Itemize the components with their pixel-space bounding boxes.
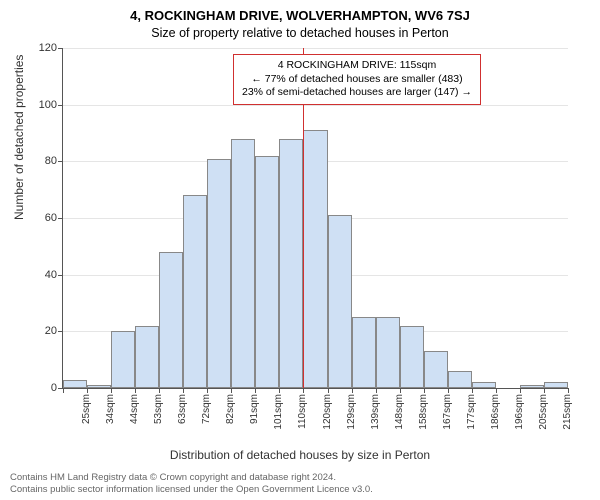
xtick-mark: [544, 388, 545, 393]
xtick-label: 158sqm: [416, 388, 429, 430]
histogram-chart: 02040608010012025sqm34sqm44sqm53sqm63sqm…: [62, 48, 568, 389]
ytick-label: 100: [27, 99, 63, 111]
xtick-label: 44sqm: [127, 388, 140, 424]
xtick-mark: [207, 388, 208, 393]
histogram-bar: [400, 326, 424, 388]
histogram-bar: [255, 156, 279, 388]
annot-line: ← 77% of detached houses are smaller (48…: [242, 73, 472, 87]
histogram-bar: [135, 326, 159, 388]
annot-line: 23% of semi-detached houses are larger (…: [242, 86, 472, 100]
xtick-label: 91sqm: [247, 388, 260, 424]
histogram-bar: [328, 215, 352, 388]
histogram-bar: [183, 195, 207, 388]
xtick-mark: [231, 388, 232, 393]
xtick-mark: [159, 388, 160, 393]
histogram-bar: [424, 351, 448, 388]
xtick-mark: [63, 388, 64, 393]
xtick-label: 196sqm: [512, 388, 525, 430]
xtick-mark: [568, 388, 569, 393]
ytick-label: 20: [27, 325, 63, 337]
xtick-label: 53sqm: [151, 388, 164, 424]
xtick-label: 148sqm: [392, 388, 405, 430]
xtick-label: 129sqm: [344, 388, 357, 430]
ytick-label: 60: [27, 212, 63, 224]
histogram-bar: [159, 252, 183, 388]
xtick-label: 101sqm: [271, 388, 284, 430]
x-axis-label: Distribution of detached houses by size …: [0, 448, 600, 462]
xtick-mark: [472, 388, 473, 393]
histogram-bar: [279, 139, 303, 388]
annotation-box: 4 ROCKINGHAM DRIVE: 115sqm ← 77% of deta…: [233, 54, 481, 105]
xtick-label: 177sqm: [464, 388, 477, 430]
xtick-label: 167sqm: [440, 388, 453, 430]
xtick-mark: [279, 388, 280, 393]
annot-line: 4 ROCKINGHAM DRIVE: 115sqm: [242, 59, 472, 73]
histogram-bar: [376, 317, 400, 388]
ytick-label: 120: [27, 42, 63, 54]
xtick-mark: [255, 388, 256, 393]
xtick-label: 82sqm: [223, 388, 236, 424]
xtick-label: 120sqm: [320, 388, 333, 430]
chart-title: 4, ROCKINGHAM DRIVE, WOLVERHAMPTON, WV6 …: [0, 0, 600, 23]
y-axis-label: Number of detached properties: [12, 55, 26, 220]
xtick-label: 63sqm: [175, 388, 188, 424]
xtick-mark: [87, 388, 88, 393]
xtick-label: 205sqm: [536, 388, 549, 430]
footer-attribution: Contains HM Land Registry data © Crown c…: [10, 472, 590, 496]
ytick-label: 0: [27, 382, 63, 394]
xtick-label: 25sqm: [79, 388, 92, 424]
histogram-bar: [111, 331, 135, 388]
xtick-mark: [328, 388, 329, 393]
histogram-bar: [352, 317, 376, 388]
xtick-mark: [400, 388, 401, 393]
chart-subtitle: Size of property relative to detached ho…: [0, 23, 600, 40]
xtick-label: 34sqm: [103, 388, 116, 424]
histogram-bar: [63, 380, 87, 389]
histogram-bar: [303, 130, 327, 388]
xtick-mark: [448, 388, 449, 393]
ytick-label: 40: [27, 269, 63, 281]
gridline: [63, 48, 568, 49]
xtick-mark: [135, 388, 136, 393]
footer-line: Contains public sector information licen…: [10, 484, 590, 496]
xtick-label: 72sqm: [199, 388, 212, 424]
histogram-bar: [231, 139, 255, 388]
xtick-mark: [520, 388, 521, 393]
xtick-mark: [352, 388, 353, 393]
xtick-label: 139sqm: [368, 388, 381, 430]
histogram-bar: [207, 159, 231, 389]
ytick-label: 80: [27, 155, 63, 167]
xtick-mark: [496, 388, 497, 393]
xtick-mark: [303, 388, 304, 393]
xtick-mark: [183, 388, 184, 393]
xtick-label: 110sqm: [295, 388, 308, 429]
xtick-label: 215sqm: [560, 388, 573, 430]
xtick-mark: [376, 388, 377, 393]
xtick-mark: [111, 388, 112, 393]
xtick-label: 186sqm: [488, 388, 501, 430]
footer-line: Contains HM Land Registry data © Crown c…: [10, 472, 590, 484]
histogram-bar: [448, 371, 472, 388]
xtick-mark: [424, 388, 425, 393]
